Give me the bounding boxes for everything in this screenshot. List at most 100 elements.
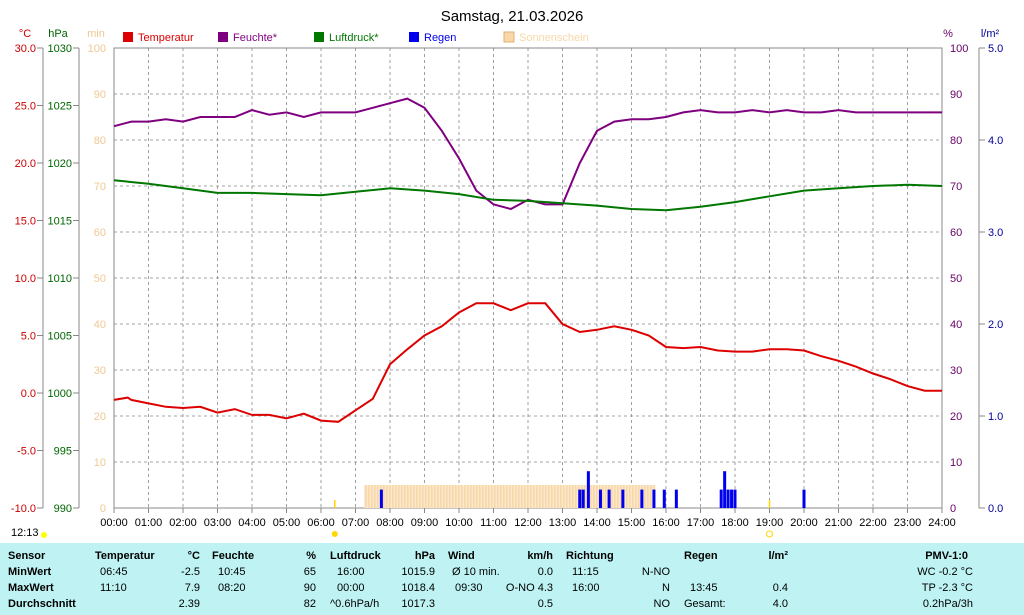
temp-tick: -10.0 bbox=[11, 503, 36, 515]
hdr-hum-unit: % bbox=[306, 550, 316, 562]
rain-tick: 3.0 bbox=[988, 227, 1003, 239]
humidity-tick: 30 bbox=[950, 365, 962, 377]
legend-swatch bbox=[218, 32, 228, 42]
x-tick: 17:00 bbox=[687, 517, 715, 529]
current-time: 12:13 bbox=[11, 527, 39, 539]
hdr-pressure: Luftdruck bbox=[330, 550, 381, 562]
sunshine-tick: 90 bbox=[94, 89, 106, 101]
sunshine-tick: 10 bbox=[94, 457, 106, 469]
x-tick: 03:00 bbox=[204, 517, 232, 529]
row-max-label: MaxWert bbox=[8, 582, 54, 594]
time-markers bbox=[331, 500, 773, 538]
hum-max-val: 90 bbox=[303, 582, 316, 594]
legend-swatch bbox=[314, 32, 324, 42]
sunshine-series bbox=[363, 485, 656, 508]
rain-unit-label: l/m² bbox=[981, 28, 1000, 40]
humidity-tick: 80 bbox=[950, 135, 962, 147]
press-max-val: 1018.4 bbox=[401, 582, 435, 594]
rain-max-val: 0.4 bbox=[772, 582, 788, 594]
legend-swatch bbox=[503, 31, 515, 43]
legend-label: Temperatur bbox=[138, 32, 194, 44]
rain-max-time: 13:45 bbox=[690, 582, 718, 594]
x-tick: 15:00 bbox=[618, 517, 646, 529]
wind-max-val: O-NO 4.3 bbox=[505, 582, 553, 594]
humidity-tick: 20 bbox=[950, 411, 962, 423]
pmv-trend: 0.2hPa/3h bbox=[922, 598, 973, 610]
humidity-tick: 10 bbox=[950, 457, 962, 469]
legend-label: Luftdruck* bbox=[329, 32, 379, 44]
rain-bar bbox=[578, 489, 582, 508]
temp-tick: 20.0 bbox=[15, 158, 36, 170]
x-tick: 16:00 bbox=[652, 517, 680, 529]
x-tick: 05:00 bbox=[273, 517, 301, 529]
row-avg-label: Durchschnitt bbox=[8, 598, 76, 610]
hum-avg: 82 bbox=[303, 598, 316, 610]
rain-bar bbox=[719, 489, 723, 508]
rain-bar bbox=[607, 489, 611, 508]
rain-total: 4.0 bbox=[772, 598, 788, 610]
rain-total-label: Gesamt: bbox=[684, 598, 726, 610]
chart-title: Samstag, 21.03.2026 bbox=[441, 8, 584, 25]
rain-bar bbox=[598, 489, 602, 508]
line-series bbox=[113, 97, 943, 423]
sunshine-tick: 20 bbox=[94, 411, 106, 423]
pressure-tick: 1000 bbox=[48, 388, 72, 400]
humidity-tick: 0 bbox=[950, 503, 956, 515]
dir-min-val: N-NO bbox=[641, 566, 670, 578]
pressure-tick: 1020 bbox=[48, 158, 72, 170]
press-min-time: 16:00 bbox=[337, 566, 365, 578]
sunshine-unit-label: min bbox=[87, 28, 105, 40]
rain-tick: 0.0 bbox=[988, 503, 1003, 515]
x-tick: 00:00 bbox=[100, 517, 128, 529]
pressure-tick: 995 bbox=[54, 446, 72, 458]
wind-avg-label: Ø 10 min. bbox=[452, 566, 500, 578]
hum-max-time: 08:20 bbox=[218, 582, 246, 594]
x-tick: 11:00 bbox=[480, 517, 507, 529]
dir-max-val: N bbox=[662, 582, 670, 594]
pmv-wc: WC -0.2 °C bbox=[917, 566, 973, 578]
x-tick: 20:00 bbox=[790, 517, 818, 529]
humidity-tick: 100 bbox=[950, 43, 968, 55]
rain-bar bbox=[581, 489, 585, 508]
hdr-temp-unit: °C bbox=[187, 550, 200, 562]
x-tick: 14:00 bbox=[583, 517, 611, 529]
humidity-tick: 40 bbox=[950, 319, 962, 331]
series-luftdruck bbox=[113, 179, 943, 212]
rain-bar bbox=[674, 489, 678, 508]
pressure-tick: 1010 bbox=[48, 273, 72, 285]
legend-swatch bbox=[409, 32, 419, 42]
legend-label: Sonnenschein bbox=[519, 32, 589, 44]
hdr-wind: Wind bbox=[448, 550, 475, 562]
pressure-tick: 1015 bbox=[48, 216, 72, 228]
temp-avg: 2.39 bbox=[178, 598, 200, 610]
hdr-humidity: Feuchte bbox=[212, 550, 255, 562]
press-trend: ^0.6hPa/h bbox=[330, 598, 380, 610]
hdr-direction: Richtung bbox=[566, 550, 614, 562]
humidity-tick: 90 bbox=[950, 89, 962, 101]
rain-series bbox=[379, 471, 806, 508]
legend-label: Feuchte* bbox=[233, 32, 278, 44]
x-tick: 18:00 bbox=[721, 517, 749, 529]
x-tick: 02:00 bbox=[169, 517, 197, 529]
x-tick: 06:00 bbox=[307, 517, 335, 529]
series-temperatur bbox=[113, 302, 942, 423]
press-avg: 1017.3 bbox=[401, 598, 435, 610]
temp-tick: 0.0 bbox=[21, 388, 36, 400]
dir-avg: NO bbox=[653, 598, 671, 610]
humidity-unit-label: % bbox=[943, 28, 953, 40]
wind-avg: 0.5 bbox=[537, 598, 553, 610]
humidity-tick: 50 bbox=[950, 273, 962, 285]
sunshine-tick: 30 bbox=[94, 365, 106, 377]
x-tick: 21:00 bbox=[825, 517, 853, 529]
wind-min-val: 0.0 bbox=[537, 566, 553, 578]
legend-label: Regen bbox=[424, 32, 456, 44]
temp-max-time: 11:10 bbox=[100, 582, 127, 594]
hdr-rain: Regen bbox=[684, 550, 718, 562]
pressure-tick: 1030 bbox=[48, 43, 72, 55]
rain-bar bbox=[733, 489, 737, 508]
sunshine-tick: 40 bbox=[94, 319, 106, 331]
hdr-pmv: PMV-1:0 bbox=[925, 550, 968, 562]
x-tick: 24:00 bbox=[928, 517, 956, 529]
rain-bar bbox=[726, 489, 730, 508]
rain-tick: 2.0 bbox=[988, 319, 1003, 331]
